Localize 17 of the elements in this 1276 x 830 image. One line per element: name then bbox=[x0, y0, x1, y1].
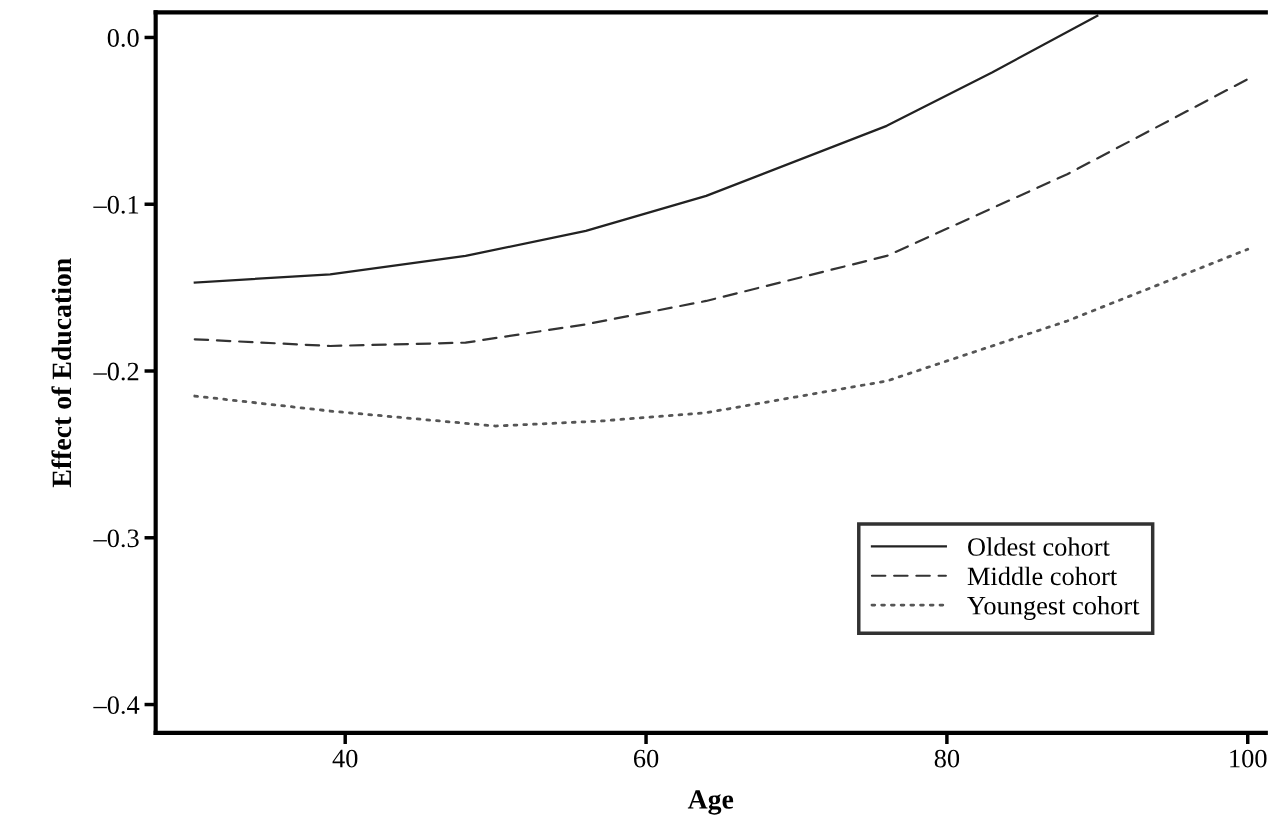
line-series bbox=[193, 14, 1099, 284]
legend-label: Youngest cohort bbox=[967, 596, 1140, 621]
x-tick-label: 80 bbox=[934, 749, 960, 768]
y-tick-label: 0.0 bbox=[107, 29, 139, 47]
y-tick-label: –0.4 bbox=[93, 696, 140, 715]
y-tick-label: –0.2 bbox=[93, 362, 139, 381]
y-tick-label: –0.3 bbox=[93, 529, 139, 548]
x-axis-title: Age bbox=[687, 790, 734, 815]
legend-label: Middle cohort bbox=[967, 566, 1118, 586]
legend-label: Oldest cohort bbox=[968, 537, 1110, 556]
x-tick-label: 40 bbox=[332, 749, 358, 768]
x-tick-label: 100 bbox=[1230, 749, 1267, 768]
y-axis-title: Effect of Education bbox=[51, 258, 72, 488]
y-tick-label: –0.1 bbox=[93, 195, 139, 214]
x-tick-label: 60 bbox=[633, 749, 659, 768]
line-series bbox=[193, 78, 1249, 348]
line-series bbox=[193, 247, 1250, 428]
